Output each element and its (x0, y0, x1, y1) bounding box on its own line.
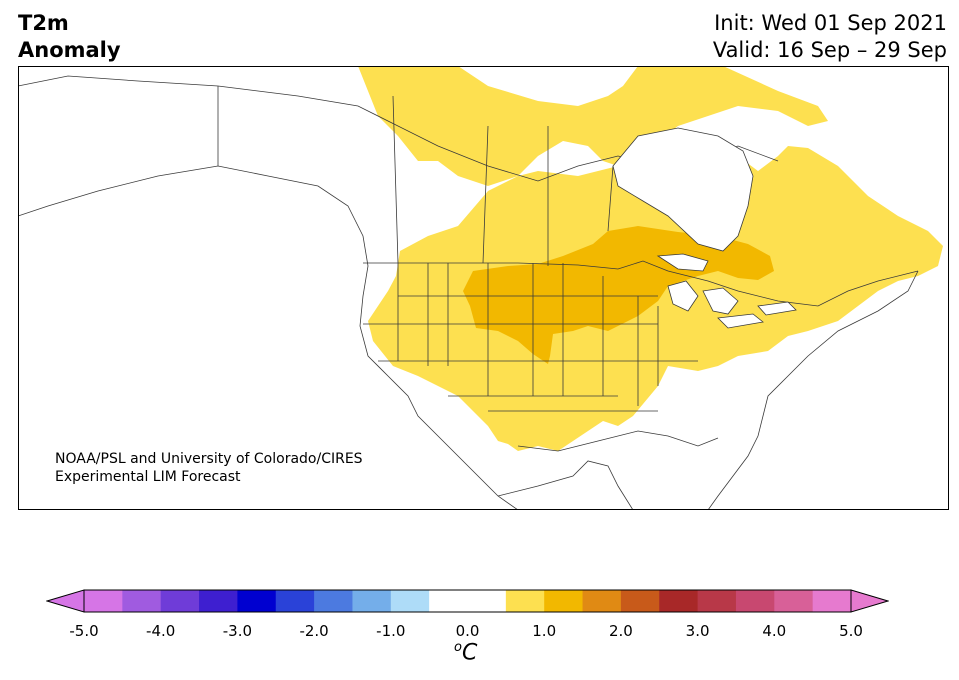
colorbar-unit: oC (454, 640, 477, 665)
colorbar-segment (505, 590, 545, 612)
colorbar-segment (467, 590, 507, 612)
title-line-1: T2m (18, 11, 69, 35)
colorbar-tick-label: 3.0 (685, 622, 710, 640)
colorbar-tick-label: 2.0 (608, 622, 633, 640)
forecast-dates: Init: Wed 01 Sep 2021 Valid: 16 Sep – 29… (713, 10, 947, 64)
colorbar-tick-label: -1.0 (376, 622, 406, 640)
map-title: T2m Anomaly (18, 10, 121, 64)
colorbar-tick-label: -4.0 (146, 622, 176, 640)
colorbar-tick-label: -3.0 (222, 622, 253, 640)
colorbar-segment (275, 590, 315, 612)
title-line-2: Anomaly (18, 38, 121, 62)
credit-line-2: Experimental LIM Forecast (55, 469, 241, 485)
colorbar-tick-label: -2.0 (299, 622, 329, 640)
colorbar-segment (429, 590, 468, 612)
colorbar-tick-label: -5.0 (69, 622, 99, 640)
colorbar-segment (122, 590, 162, 612)
colorbar-segment (84, 590, 123, 612)
map-borders (18, 75, 919, 510)
anomaly-map (18, 66, 949, 510)
colorbar-segment (199, 590, 238, 612)
credit-text: NOAA/PSL and University of Colorado/CIRE… (55, 450, 363, 486)
colorbar-tick-label: 0.0 (455, 622, 480, 640)
colorbar-segment (735, 590, 775, 612)
valid-period: Valid: 16 Sep – 29 Sep (712, 38, 947, 62)
colorbar-tick-label: 1.0 (532, 622, 557, 640)
colorbar (46, 589, 889, 613)
colorbar-ticks: -5.0 -4.0 -3.0 -2.0 -1.0 0.0 1.0 2.0 3.0 4.0 5.0 (0, 622, 959, 642)
colorbar-tick-label: 4.0 (762, 622, 787, 640)
init-date: Init: Wed 01 Sep 2021 (714, 11, 947, 35)
colorbar-segment (812, 590, 852, 612)
colorbar-segment (237, 590, 277, 612)
colorbar-segment (620, 590, 660, 612)
colorbar-segment (697, 590, 737, 612)
colorbar-segment (659, 590, 699, 612)
colorbar-segment (160, 590, 200, 612)
colorbar-over-arrow (850, 589, 889, 613)
colorbar-segment (390, 590, 430, 612)
colorbar-tick-label: 5.0 (839, 622, 863, 640)
colorbar-segment (774, 590, 814, 612)
unit-prefix: o (454, 640, 462, 655)
credit-line-1: NOAA/PSL and University of Colorado/CIRE… (55, 451, 363, 467)
colorbar-segment (544, 590, 584, 612)
colorbar-segment (352, 590, 392, 612)
colorbar-segment (582, 590, 622, 612)
unit-label: C (461, 640, 478, 666)
colorbar-segment (314, 590, 353, 612)
colorbar-under-arrow (46, 589, 85, 613)
